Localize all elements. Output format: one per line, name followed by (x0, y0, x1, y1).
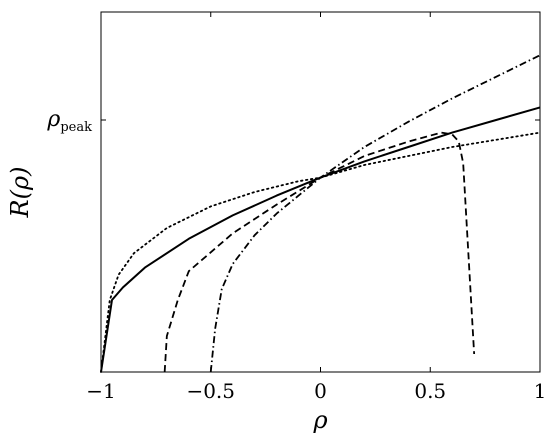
y-tick-symbol: ρ (46, 107, 60, 132)
series-line-dashdot (209, 54, 541, 373)
plot-frame (100, 11, 541, 373)
y-tick-subscript: peak (60, 120, 92, 135)
x-tick-label: 1 (534, 379, 547, 403)
y-tick-label: ρpeak (46, 107, 92, 135)
x-tick-label: 0 (314, 379, 327, 403)
x-tick-label: −1 (86, 379, 115, 403)
series-layer (100, 54, 541, 373)
x-axis-label: ρ (312, 406, 327, 434)
x-tick-label: 0.5 (414, 379, 446, 403)
y-axis-label: R(ρ) (6, 167, 34, 219)
series-line-dotted (100, 131, 541, 373)
series-line-dashed (163, 131, 476, 373)
series-line-solid (100, 106, 541, 373)
x-tick-label: −0.5 (186, 379, 235, 403)
ticks-layer: −1 −0.5 0 0.5 1 ρpeak (46, 12, 546, 403)
